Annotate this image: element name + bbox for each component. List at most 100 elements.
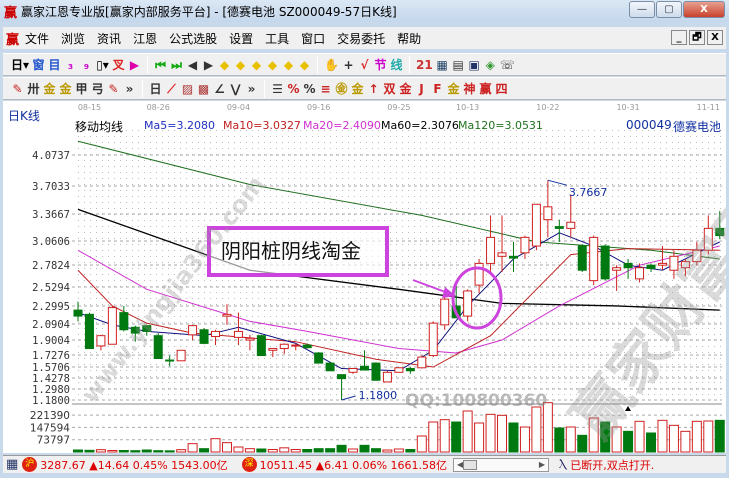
cross-chart-icon[interactable]: 叉 <box>112 57 125 72</box>
gold-lines-icon[interactable]: 金 <box>351 81 364 96</box>
scroll-thumb[interactable] <box>463 459 478 470</box>
calculator-icon[interactable]: ▦ <box>436 57 448 72</box>
crosshair-icon[interactable]: + <box>343 57 354 72</box>
trend-icon[interactable]: √ <box>360 57 369 72</box>
diamond-expand-icon[interactable]: ◆ <box>251 57 262 72</box>
list-icon[interactable]: 目 <box>48 57 61 72</box>
candle-body <box>612 267 622 271</box>
ma5-value: Ma5=3.2080 <box>144 119 215 132</box>
f-angle-icon[interactable]: F <box>433 81 442 96</box>
price-tick-label: 2.7824 <box>32 260 70 272</box>
volume-bar <box>359 444 370 453</box>
diamond-zoom-in-icon[interactable]: ◆ <box>283 57 294 72</box>
table-icon[interactable]: ☰ <box>272 81 283 96</box>
menu-item-4[interactable]: 公式选股 <box>169 31 218 46</box>
candle-body <box>554 226 564 229</box>
pen2-icon[interactable]: ✎ <box>108 81 119 96</box>
line-icon[interactable]: 线 <box>390 57 403 72</box>
network-icon[interactable]: ◈ <box>485 57 495 72</box>
fan-icon[interactable]: ⟋ <box>167 81 176 96</box>
square-icon[interactable]: ▨ <box>181 81 194 96</box>
grid-icon[interactable]: 卅 <box>27 81 40 96</box>
more-icon[interactable]: » <box>125 81 134 96</box>
diamond-shrink-icon[interactable]: ◆ <box>267 57 278 72</box>
jia-icon[interactable]: 甲 <box>75 81 88 96</box>
wave-icon[interactable]: ⋁ <box>230 81 241 96</box>
connection-status[interactable]: 已断开,双点打开. <box>570 458 655 472</box>
candle-type-dropdown[interactable]: ▯▾ <box>96 57 109 72</box>
win-angle-icon[interactable]: 赢 <box>479 81 492 96</box>
first-icon[interactable]: ⏮ <box>155 57 166 72</box>
scroll-right-icon[interactable]: ▶ <box>538 460 546 469</box>
calendar-icon[interactable]: ▦ <box>6 457 19 472</box>
volume-bar <box>107 450 118 453</box>
toolbar-drawing: ✎ 卅金金甲弓 ✎» 日 ⟋ ▨ ▩ ∠ ⋁» ☰%% ≡ ㊎金 ↑ 双金 J F 金神赢四 <box>3 77 726 100</box>
mdi-restore-button[interactable]: 🗗 <box>689 30 705 45</box>
pen-icon[interactable]: ✎ <box>12 81 23 96</box>
chart-canvas[interactable]: 4.0737 3.7033 3.3667 3.0606 2.7824 2.5294 2.29… <box>3 101 726 453</box>
double-icon[interactable]: 双 <box>383 81 396 96</box>
indicator-name: 移动均线 <box>75 120 124 134</box>
spiral-icon[interactable]: 弓 <box>91 81 104 96</box>
candle-body <box>635 267 645 280</box>
mdi-close-button[interactable]: X <box>707 30 723 45</box>
calendar-icon[interactable]: 21 <box>415 57 433 72</box>
menu-item-1[interactable]: 浏览 <box>61 31 86 46</box>
j-angle-icon[interactable]: J <box>419 81 424 96</box>
save-icon[interactable]: ▣ <box>468 57 480 72</box>
menu-item-5[interactable]: 设置 <box>229 31 254 46</box>
volume-bar <box>416 435 427 453</box>
phone-icon[interactable]: ☏ <box>499 57 515 72</box>
diamond-right-icon[interactable]: ◆ <box>235 57 246 72</box>
scroll-left-icon[interactable]: ◀ <box>457 460 464 469</box>
menu-item-2[interactable]: 资讯 <box>97 31 122 46</box>
window-layout-icon[interactable]: 窗 <box>32 57 45 72</box>
menu-item-3[interactable]: 江恩 <box>133 31 158 46</box>
percent-lines-icon[interactable]: ≡ <box>320 81 331 96</box>
more2-icon[interactable]: » <box>247 81 256 96</box>
prev-icon[interactable]: ◀ <box>187 57 198 72</box>
gann-box-icon[interactable]: 日 <box>149 81 162 96</box>
gold-angle-icon[interactable]: 金 <box>447 81 460 96</box>
close-button[interactable]: X <box>683 1 725 18</box>
minimize-button[interactable]: — <box>629 1 655 18</box>
candle-body <box>520 236 530 254</box>
candle-body <box>669 255 679 271</box>
percent-line-icon[interactable]: % <box>287 81 300 96</box>
hand-icon[interactable]: ✋ <box>324 57 339 72</box>
maximize-button[interactable]: ▢ <box>656 1 682 18</box>
square2-icon[interactable]: ▩ <box>197 81 210 96</box>
node-icon[interactable]: 节 <box>374 57 387 72</box>
menu-item-7[interactable]: 窗口 <box>301 31 326 46</box>
price-tick-label: 3.3667 <box>32 209 70 221</box>
mdi-minimize-button[interactable]: _ <box>671 30 687 45</box>
four-angle-icon[interactable]: 四 <box>495 81 508 96</box>
diamond-left-icon[interactable]: ◆ <box>219 57 230 72</box>
arrow-up-icon[interactable]: ↑ <box>368 81 379 96</box>
bars-9-icon[interactable]: ₉ <box>83 57 90 72</box>
angle-icon[interactable]: ∠ <box>214 81 225 96</box>
kline-chart[interactable]: 4.0737 3.7033 3.3667 3.0606 2.7824 2.5294 2.29… <box>3 101 726 453</box>
document-icon[interactable]: ▤ <box>452 57 464 72</box>
next-icon[interactable]: ▶ <box>203 57 214 72</box>
percent-icon[interactable]: % <box>303 81 316 96</box>
gold-icon[interactable]: 金 <box>43 81 56 96</box>
gold3-icon[interactable]: 金 <box>399 81 412 96</box>
toolbar-separator <box>264 79 265 98</box>
period-day-dropdown[interactable]: 日▾ <box>11 57 30 72</box>
flag-icon[interactable]: ▶ <box>129 57 140 72</box>
last-icon[interactable]: ⏭ <box>171 57 182 72</box>
menu-item-9[interactable]: 帮助 <box>397 31 422 46</box>
diamond-zoom-out-icon[interactable]: ◆ <box>299 57 310 72</box>
candle-body <box>428 322 438 357</box>
gold-circle-icon[interactable]: ㊎ <box>335 81 348 96</box>
candle-body <box>371 362 381 381</box>
index-scrollbar[interactable]: ◀ ▶ <box>453 457 550 472</box>
candle-body <box>715 227 725 237</box>
menu-item-8[interactable]: 交易委托 <box>337 31 386 46</box>
god-angle-icon[interactable]: 神 <box>463 81 476 96</box>
bars-3-icon[interactable]: ₃ <box>67 57 74 72</box>
gold2-icon[interactable]: 金 <box>59 81 72 96</box>
menu-item-0[interactable]: 文件 <box>25 31 50 46</box>
menu-item-6[interactable]: 工具 <box>265 31 290 46</box>
